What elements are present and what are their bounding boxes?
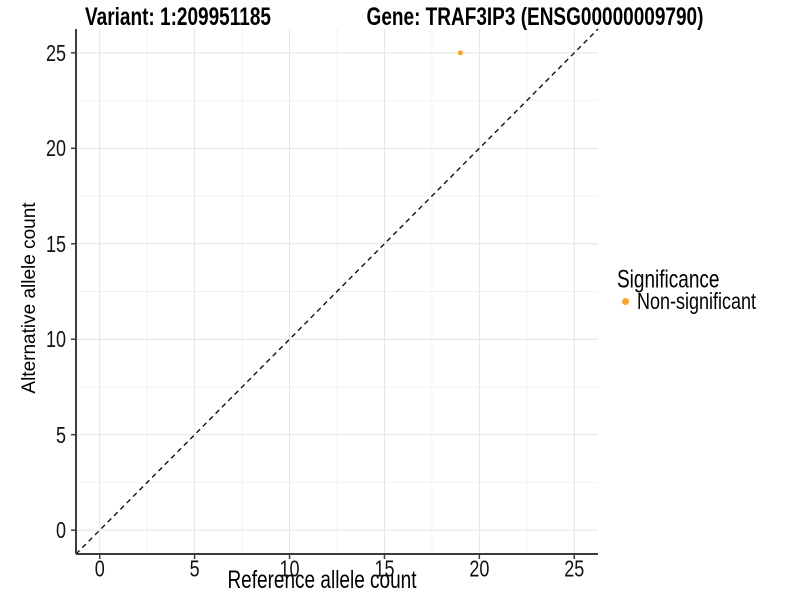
variant-title: Variant: 1:209951185 — [85, 4, 271, 32]
identity-line — [75, 28, 599, 555]
legend-key-dot — [622, 298, 629, 305]
x-tick-label: 10 — [279, 555, 300, 582]
legend-title: Significance — [617, 266, 720, 295]
data-point — [457, 50, 463, 56]
x-tick-label: 5 — [189, 555, 200, 582]
x-tick-label: 25 — [564, 555, 585, 582]
y-tick-label: 5 — [55, 421, 66, 448]
y-tick-label: 0 — [55, 517, 66, 544]
y-axis-title: Alternative allele count — [19, 202, 40, 394]
y-tick-label: 15 — [45, 230, 66, 257]
x-tick-label: 20 — [469, 555, 490, 582]
y-tick-label: 10 — [45, 326, 66, 353]
y-tick-label: 25 — [45, 39, 66, 66]
x-tick-label: 0 — [94, 555, 105, 582]
gene-title: Gene: TRAF3IP3 (ENSG00000009790) — [366, 4, 704, 32]
x-tick-label: 15 — [374, 555, 395, 582]
legend-entry-label: Non-significant — [637, 288, 757, 314]
y-tick-label: 20 — [45, 135, 66, 162]
x-axis-title: Reference allele count — [227, 567, 417, 595]
